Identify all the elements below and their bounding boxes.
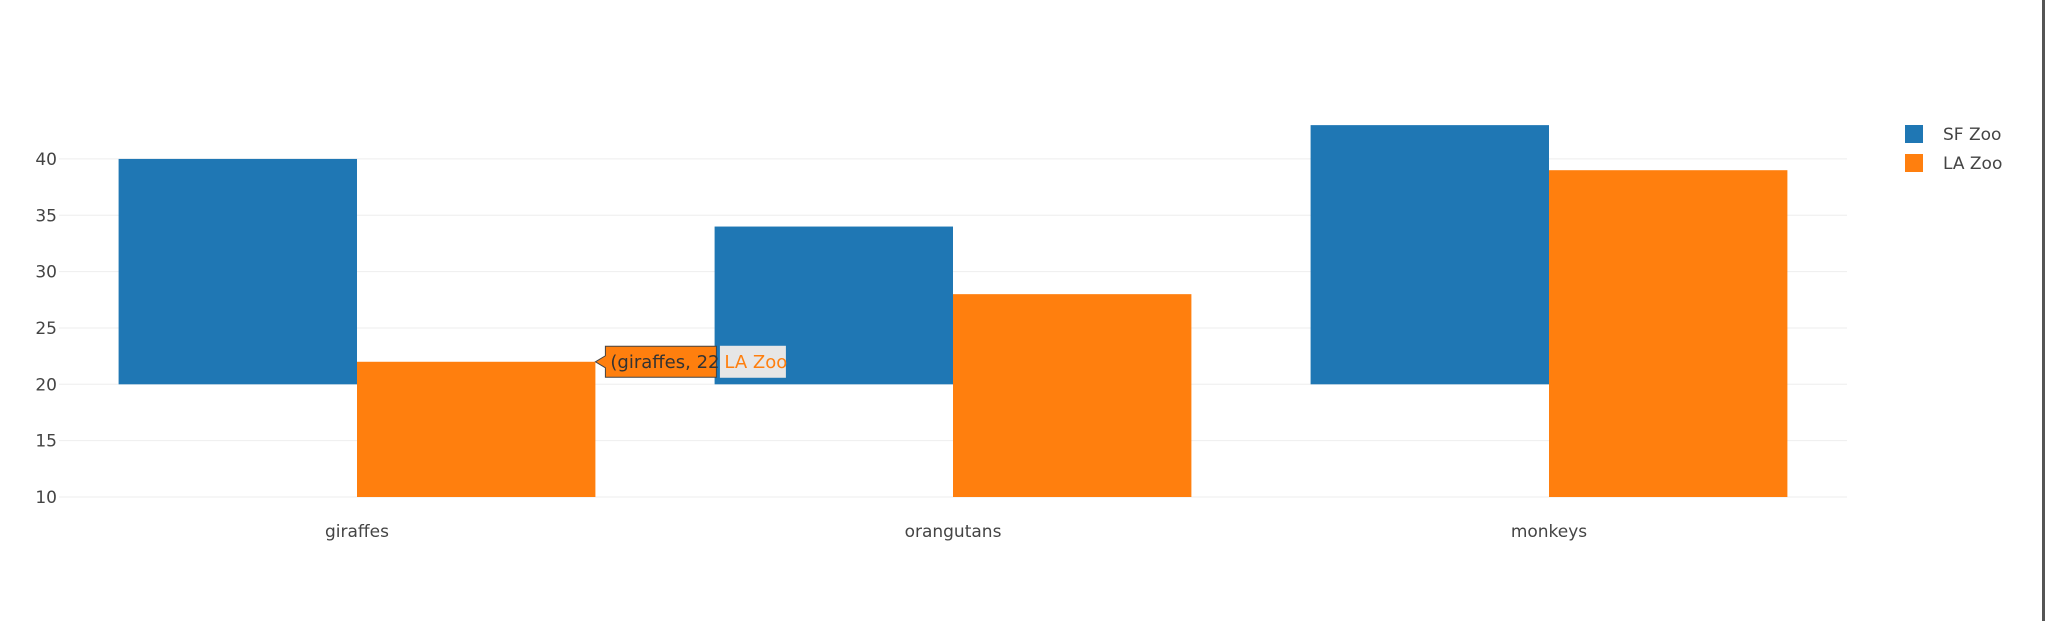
bar-la-zoo-orangutans[interactable] xyxy=(953,294,1192,610)
hover-tooltip: (giraffes, 22)LA Zoo xyxy=(594,345,787,378)
legend[interactable]: SF Zoo LA Zoo xyxy=(1905,125,2002,174)
legend-item-sf-zoo[interactable]: SF Zoo xyxy=(1905,125,2001,145)
legend-swatch xyxy=(1905,125,1923,143)
y-tick-label: 25 xyxy=(35,319,57,339)
y-axis-ticks: 10 15 20 25 30 35 40 xyxy=(35,150,57,508)
x-tick-label: monkeys xyxy=(1511,522,1587,542)
bar-sf-zoo-monkeys[interactable] xyxy=(1310,125,1549,385)
hover-name: LA Zoo xyxy=(724,352,787,373)
x-tick-label: giraffes xyxy=(325,522,389,542)
y-tick-label: 40 xyxy=(35,150,57,170)
hover-box xyxy=(594,345,717,378)
legend-label: SF Zoo xyxy=(1943,125,2001,145)
legend-item-la-zoo[interactable]: LA Zoo xyxy=(1905,154,2002,174)
y-tick-label: 10 xyxy=(35,488,57,508)
legend-swatch xyxy=(1905,154,1923,172)
y-tick-label: 35 xyxy=(35,206,57,226)
hover-text: (giraffes, 22) xyxy=(610,352,726,373)
hover-name-box xyxy=(719,345,786,378)
bar-la-zoo-monkeys[interactable] xyxy=(1549,170,1788,609)
y-tick-label: 15 xyxy=(35,432,57,452)
bar-sf-zoo-giraffes[interactable] xyxy=(118,158,357,385)
y-tick-label: 20 xyxy=(35,375,57,395)
bar-la-zoo-giraffes[interactable] xyxy=(357,361,596,610)
x-axis-ticks: giraffes orangutans monkeys xyxy=(325,522,1587,542)
legend-label: LA Zoo xyxy=(1943,154,2002,174)
y-tick-label: 30 xyxy=(35,263,57,283)
window-edge xyxy=(2042,0,2045,621)
x-tick-label: orangutans xyxy=(905,522,1002,542)
